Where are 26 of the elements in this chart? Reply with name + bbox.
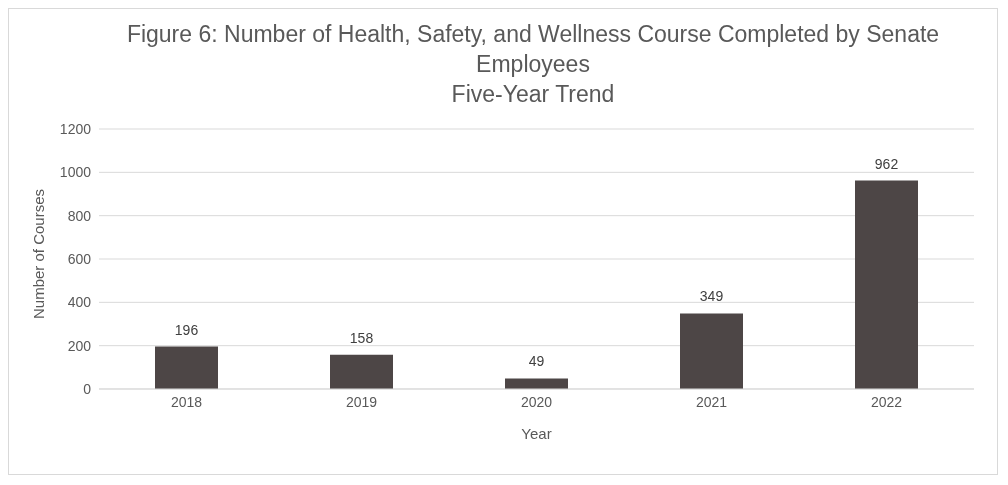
bar — [330, 354, 393, 389]
y-tick-label: 0 — [83, 380, 92, 397]
data-label: 349 — [699, 288, 724, 305]
y-tick-label: 400 — [67, 294, 92, 311]
x-tick-label: 2019 — [345, 393, 378, 410]
y-tick-label: 600 — [67, 250, 92, 267]
x-tick-label: 2022 — [870, 393, 903, 410]
y-tick-label: 200 — [67, 337, 92, 354]
x-tick-label: 2020 — [520, 393, 553, 410]
bar — [155, 346, 218, 389]
data-label: 196 — [174, 321, 199, 338]
y-tick-label: 800 — [67, 207, 92, 224]
data-label: 962 — [874, 155, 899, 172]
y-axis-title: Number of Courses — [30, 188, 48, 319]
bar — [855, 180, 918, 389]
x-tick-label: 2021 — [695, 393, 728, 410]
bar — [505, 378, 568, 389]
chart-subtitle: Five-Year Trend — [450, 80, 616, 109]
data-label: 49 — [528, 353, 545, 370]
chart-title: Figure 6: Number of Health, Safety, and Wellness Course Completed by Senate Employees — [125, 20, 941, 79]
data-label: 158 — [349, 329, 374, 346]
x-axis-title: Year — [521, 425, 552, 442]
y-tick-label: 1000 — [59, 164, 92, 181]
y-tick-label: 1200 — [59, 120, 92, 137]
bar — [680, 313, 743, 389]
x-tick-label: 2018 — [170, 393, 203, 410]
